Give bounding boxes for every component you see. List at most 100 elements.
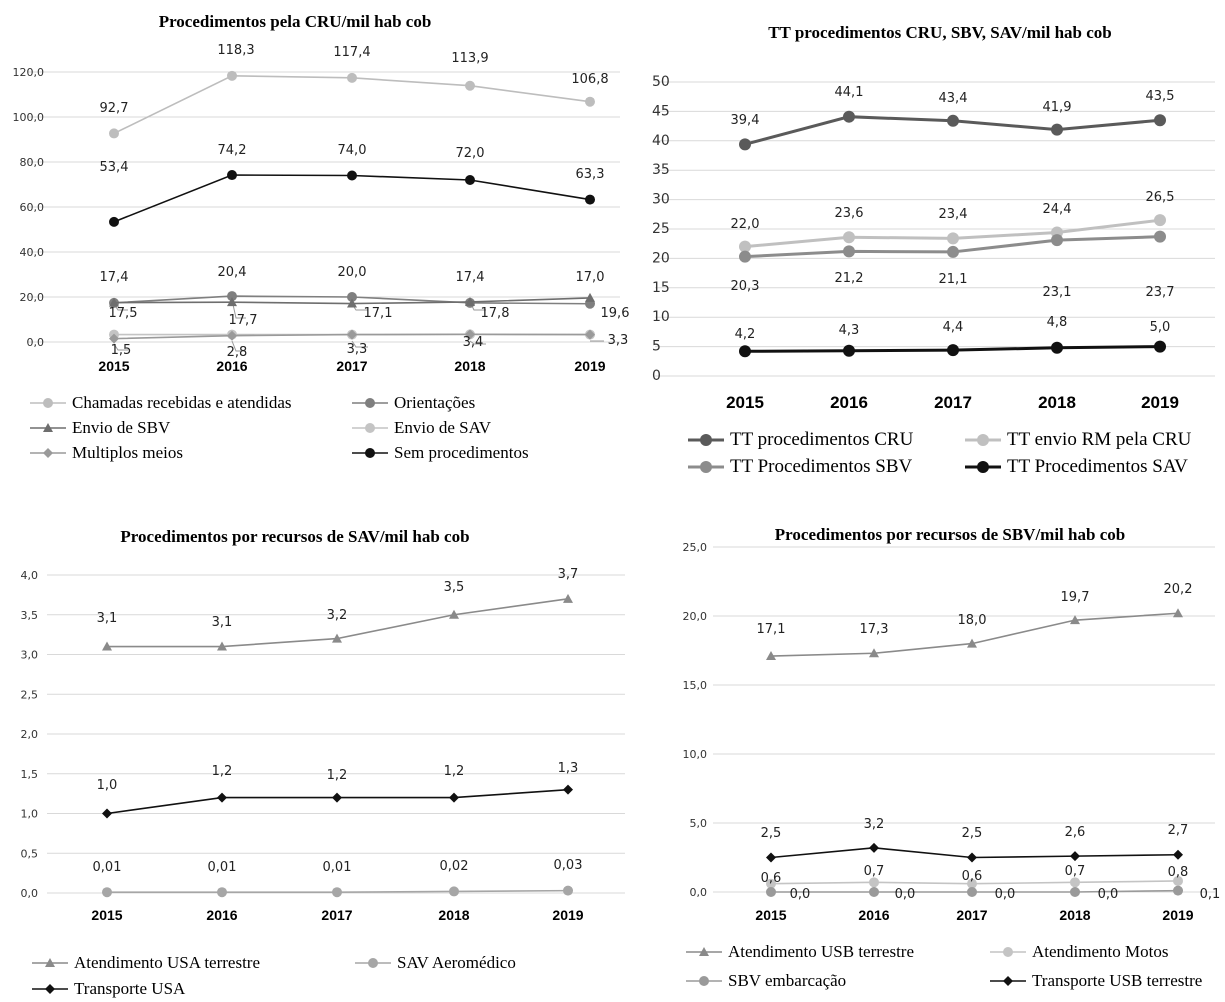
x-tick-label: 2017 bbox=[956, 907, 987, 923]
x-tick-label: 2019 bbox=[1162, 907, 1193, 923]
y-tick-label: 15 bbox=[652, 280, 670, 296]
data-label: 0,6 bbox=[761, 871, 782, 886]
data-point bbox=[217, 793, 227, 803]
data-label: 113,9 bbox=[451, 51, 488, 66]
legend-marker bbox=[1003, 976, 1013, 986]
data-label: 17,5 bbox=[109, 306, 138, 321]
legend-item: Orientações bbox=[352, 393, 475, 412]
data-label: 17,1 bbox=[364, 306, 393, 321]
legend-item: Atendimento Motos bbox=[990, 942, 1168, 961]
y-tick-label: 120,0 bbox=[13, 66, 45, 79]
legend-label: Chamadas recebidas e atendidas bbox=[72, 393, 292, 412]
data-label: 0,0 bbox=[995, 887, 1016, 902]
data-label: 0,03 bbox=[554, 858, 583, 873]
x-tick-label: 2018 bbox=[438, 907, 469, 923]
y-tick-label: 15,0 bbox=[683, 679, 708, 692]
chart-4: Procedimentos por recursos de SBV/mil ha… bbox=[683, 525, 1221, 990]
chart-title: TT procedimentos CRU, SBV, SAV/mil hab c… bbox=[768, 23, 1112, 42]
legend-item: Transporte USA bbox=[32, 979, 186, 998]
x-tick-label: 2015 bbox=[91, 907, 122, 923]
data-label: 0,7 bbox=[1065, 864, 1086, 879]
data-label: 106,8 bbox=[571, 72, 608, 87]
legend-marker bbox=[365, 398, 375, 408]
x-tick-label: 2015 bbox=[755, 907, 786, 923]
y-tick-label: 2,5 bbox=[21, 688, 39, 701]
data-label: 17,7 bbox=[229, 313, 258, 328]
data-label: 0,0 bbox=[1098, 887, 1119, 902]
data-point bbox=[739, 251, 751, 263]
y-tick-label: 0,0 bbox=[27, 336, 45, 349]
series-line bbox=[114, 175, 590, 222]
legend-item: Transporte USB terrestre bbox=[990, 971, 1202, 990]
y-tick-label: 3,0 bbox=[21, 649, 39, 662]
data-point bbox=[332, 887, 342, 897]
data-label: 0,0 bbox=[895, 887, 916, 902]
legend-item: TT Procedimentos SBV bbox=[688, 456, 913, 477]
legend-marker bbox=[977, 461, 989, 473]
data-point bbox=[947, 344, 959, 356]
data-label: 17,8 bbox=[481, 306, 510, 321]
data-label: 1,2 bbox=[327, 768, 348, 783]
y-tick-label: 20,0 bbox=[683, 610, 708, 623]
data-label: 74,0 bbox=[338, 143, 367, 158]
data-label: 3,5 bbox=[444, 580, 465, 595]
series-line bbox=[114, 76, 590, 134]
legend-item: Multiplos meios bbox=[30, 443, 183, 462]
legend-marker bbox=[1003, 947, 1013, 957]
legend-marker bbox=[700, 434, 712, 446]
data-point bbox=[102, 887, 112, 897]
data-label: 63,3 bbox=[576, 167, 605, 182]
data-point bbox=[227, 170, 237, 180]
data-point bbox=[332, 793, 342, 803]
legend-item: SBV embarcação bbox=[686, 971, 846, 990]
data-label: 21,1 bbox=[939, 272, 968, 287]
data-label: 21,2 bbox=[835, 271, 864, 286]
data-label: 117,4 bbox=[333, 45, 370, 60]
data-point bbox=[102, 809, 112, 819]
legend-label: TT Procedimentos SAV bbox=[1007, 456, 1188, 477]
x-tick-label: 2016 bbox=[206, 907, 237, 923]
x-tick-label: 2017 bbox=[934, 393, 972, 412]
data-label: 20,0 bbox=[338, 265, 367, 280]
legend-marker bbox=[365, 423, 375, 433]
data-label: 44,1 bbox=[835, 85, 864, 100]
data-label: 2,8 bbox=[227, 345, 248, 360]
data-label: 1,2 bbox=[212, 764, 233, 779]
data-label: 4,8 bbox=[1047, 315, 1068, 330]
data-label: 17,0 bbox=[576, 270, 605, 285]
legend-label: Sem procedimentos bbox=[394, 443, 529, 462]
y-tick-label: 60,0 bbox=[20, 201, 45, 214]
data-label: 19,6 bbox=[601, 306, 630, 321]
data-point bbox=[947, 115, 959, 127]
x-tick-label: 2015 bbox=[98, 358, 129, 374]
data-point bbox=[967, 887, 977, 897]
data-label: 0,01 bbox=[323, 860, 352, 875]
legend-label: Multiplos meios bbox=[72, 443, 183, 462]
data-point bbox=[1173, 850, 1183, 860]
y-tick-label: 80,0 bbox=[20, 156, 45, 169]
y-tick-label: 0,5 bbox=[21, 847, 39, 860]
y-tick-label: 25 bbox=[652, 221, 670, 237]
legend-label: SBV embarcação bbox=[728, 971, 846, 990]
legend-label: Atendimento USA terrestre bbox=[74, 953, 260, 972]
data-point bbox=[739, 345, 751, 357]
y-tick-label: 10,0 bbox=[683, 748, 708, 761]
x-tick-label: 2017 bbox=[321, 907, 352, 923]
data-label: 1,0 bbox=[97, 778, 118, 793]
y-tick-label: 30 bbox=[652, 192, 670, 208]
data-label: 0,02 bbox=[440, 859, 469, 874]
data-point bbox=[109, 128, 119, 138]
y-tick-label: 0 bbox=[652, 368, 661, 384]
x-tick-label: 2016 bbox=[858, 907, 889, 923]
data-label: 72,0 bbox=[456, 146, 485, 161]
data-point bbox=[766, 887, 776, 897]
data-point bbox=[1051, 124, 1063, 136]
legend-label: TT Procedimentos SBV bbox=[730, 456, 913, 477]
data-point bbox=[1154, 214, 1166, 226]
data-label: 4,4 bbox=[943, 320, 964, 335]
data-point bbox=[947, 246, 959, 258]
data-label: 17,3 bbox=[860, 622, 889, 637]
data-label: 20,3 bbox=[731, 279, 760, 294]
data-point bbox=[1051, 234, 1063, 246]
data-point bbox=[217, 887, 227, 897]
